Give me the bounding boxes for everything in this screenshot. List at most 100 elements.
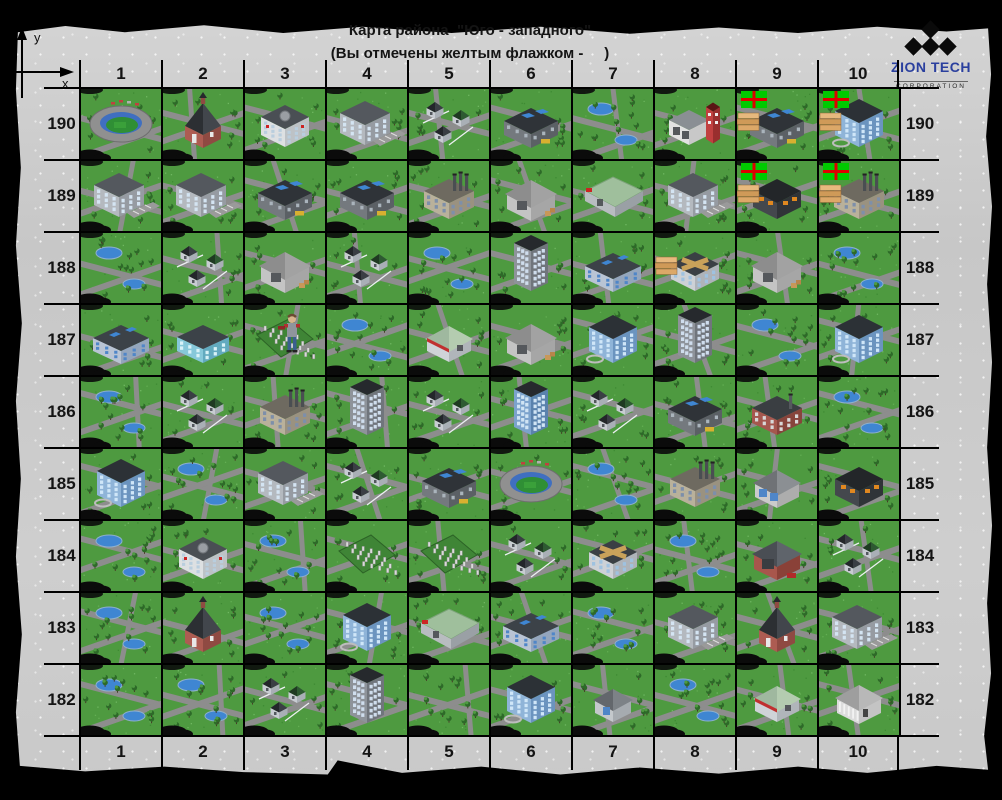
map-cell-4-186[interactable] — [327, 377, 407, 447]
map-cell-5-186[interactable] — [409, 377, 489, 447]
map-cell-3-187[interactable] — [245, 305, 325, 375]
map-cell-1-182[interactable] — [81, 665, 161, 735]
map-cell-1-185[interactable] — [81, 449, 161, 519]
map-cell-5-190[interactable] — [409, 89, 489, 159]
map-cell-4-187[interactable] — [327, 305, 407, 375]
map-cell-10-182[interactable] — [819, 665, 899, 735]
map-cell-3-189[interactable] — [245, 161, 325, 231]
map-cell-2-188[interactable] — [163, 233, 243, 303]
map-grid — [79, 87, 901, 737]
map-cell-2-190[interactable] — [163, 89, 243, 159]
row-label-left-184: 184 — [44, 519, 79, 591]
map-cell-7-184[interactable] — [573, 521, 653, 591]
map-cell-7-190[interactable] — [573, 89, 653, 159]
map-cell-2-185[interactable] — [163, 449, 243, 519]
map-cell-4-184[interactable] — [327, 521, 407, 591]
map-cell-8-186[interactable] — [655, 377, 735, 447]
map-cell-2-189[interactable] — [163, 161, 243, 231]
map-cell-10-187[interactable] — [819, 305, 899, 375]
map-cell-10-188[interactable] — [819, 233, 899, 303]
map-cell-8-190[interactable] — [655, 89, 735, 159]
map-cell-9-187[interactable] — [737, 305, 817, 375]
map-cell-10-190[interactable] — [819, 89, 899, 159]
map-cell-7-185[interactable] — [573, 449, 653, 519]
row-label-right-185: 185 — [901, 447, 939, 519]
map-cell-7-183[interactable] — [573, 593, 653, 663]
map-cell-2-183[interactable] — [163, 593, 243, 663]
map-cell-4-190[interactable] — [327, 89, 407, 159]
map-cell-5-188[interactable] — [409, 233, 489, 303]
map-cell-8-187[interactable] — [655, 305, 735, 375]
map-cell-8-188[interactable] — [655, 233, 735, 303]
column-label-bottom-9: 9 — [735, 737, 817, 770]
map-cell-8-185[interactable] — [655, 449, 735, 519]
map-cell-6-183[interactable] — [491, 593, 571, 663]
map-cell-9-186[interactable] — [737, 377, 817, 447]
map-cell-4-183[interactable] — [327, 593, 407, 663]
map-cell-6-186[interactable] — [491, 377, 571, 447]
map-cell-4-188[interactable] — [327, 233, 407, 303]
map-cell-5-183[interactable] — [409, 593, 489, 663]
map-cell-10-189[interactable] — [819, 161, 899, 231]
map-cell-4-189[interactable] — [327, 161, 407, 231]
map-cell-10-186[interactable] — [819, 377, 899, 447]
map-cell-5-184[interactable] — [409, 521, 489, 591]
column-label-top-7: 7 — [571, 60, 653, 87]
map-cell-3-182[interactable] — [245, 665, 325, 735]
map-cell-9-184[interactable] — [737, 521, 817, 591]
row-label-right-187: 187 — [901, 303, 939, 375]
map-cell-9-189[interactable] — [737, 161, 817, 231]
map-cell-6-184[interactable] — [491, 521, 571, 591]
map-cell-2-186[interactable] — [163, 377, 243, 447]
map-cell-9-183[interactable] — [737, 593, 817, 663]
map-cell-7-188[interactable] — [573, 233, 653, 303]
map-cell-8-189[interactable] — [655, 161, 735, 231]
map-cell-5-187[interactable] — [409, 305, 489, 375]
map-cell-10-183[interactable] — [819, 593, 899, 663]
map-cell-6-182[interactable] — [491, 665, 571, 735]
map-cell-8-183[interactable] — [655, 593, 735, 663]
map-cell-1-189[interactable] — [81, 161, 161, 231]
map-cell-2-184[interactable] — [163, 521, 243, 591]
map-cell-3-185[interactable] — [245, 449, 325, 519]
map-cell-10-185[interactable] — [819, 449, 899, 519]
map-cell-9-190[interactable] — [737, 89, 817, 159]
map-cell-2-182[interactable] — [163, 665, 243, 735]
column-label-top-5: 5 — [407, 60, 489, 87]
axes-arrows — [10, 27, 74, 98]
map-cell-8-184[interactable] — [655, 521, 735, 591]
map-cell-6-189[interactable] — [491, 161, 571, 231]
map-cell-3-190[interactable] — [245, 89, 325, 159]
map-cell-7-189[interactable] — [573, 161, 653, 231]
map-cell-3-183[interactable] — [245, 593, 325, 663]
map-cell-10-184[interactable] — [819, 521, 899, 591]
map-cell-9-185[interactable] — [737, 449, 817, 519]
map-cell-9-188[interactable] — [737, 233, 817, 303]
map-cell-7-182[interactable] — [573, 665, 653, 735]
map-cell-1-186[interactable] — [81, 377, 161, 447]
map-cell-4-182[interactable] — [327, 665, 407, 735]
map-cell-7-186[interactable] — [573, 377, 653, 447]
map-cell-3-186[interactable] — [245, 377, 325, 447]
map-cell-1-184[interactable] — [81, 521, 161, 591]
map-cell-6-187[interactable] — [491, 305, 571, 375]
map-cell-8-182[interactable] — [655, 665, 735, 735]
map-cell-5-189[interactable] — [409, 161, 489, 231]
map-cell-6-188[interactable] — [491, 233, 571, 303]
map-cell-7-187[interactable] — [573, 305, 653, 375]
map-cell-1-190[interactable] — [81, 89, 161, 159]
map-cell-1-187[interactable] — [81, 305, 161, 375]
map-cell-6-190[interactable] — [491, 89, 571, 159]
map-cell-5-182[interactable] — [409, 665, 489, 735]
map-cell-1-188[interactable] — [81, 233, 161, 303]
map-cell-4-185[interactable] — [327, 449, 407, 519]
map-cell-5-185[interactable] — [409, 449, 489, 519]
map-cell-2-187[interactable] — [163, 305, 243, 375]
map-cell-6-185[interactable] — [491, 449, 571, 519]
map-cell-1-183[interactable] — [81, 593, 161, 663]
map-cell-9-182[interactable] — [737, 665, 817, 735]
map-cell-3-188[interactable] — [245, 233, 325, 303]
column-label-bottom-8: 8 — [653, 737, 735, 770]
map-cell-3-184[interactable] — [245, 521, 325, 591]
